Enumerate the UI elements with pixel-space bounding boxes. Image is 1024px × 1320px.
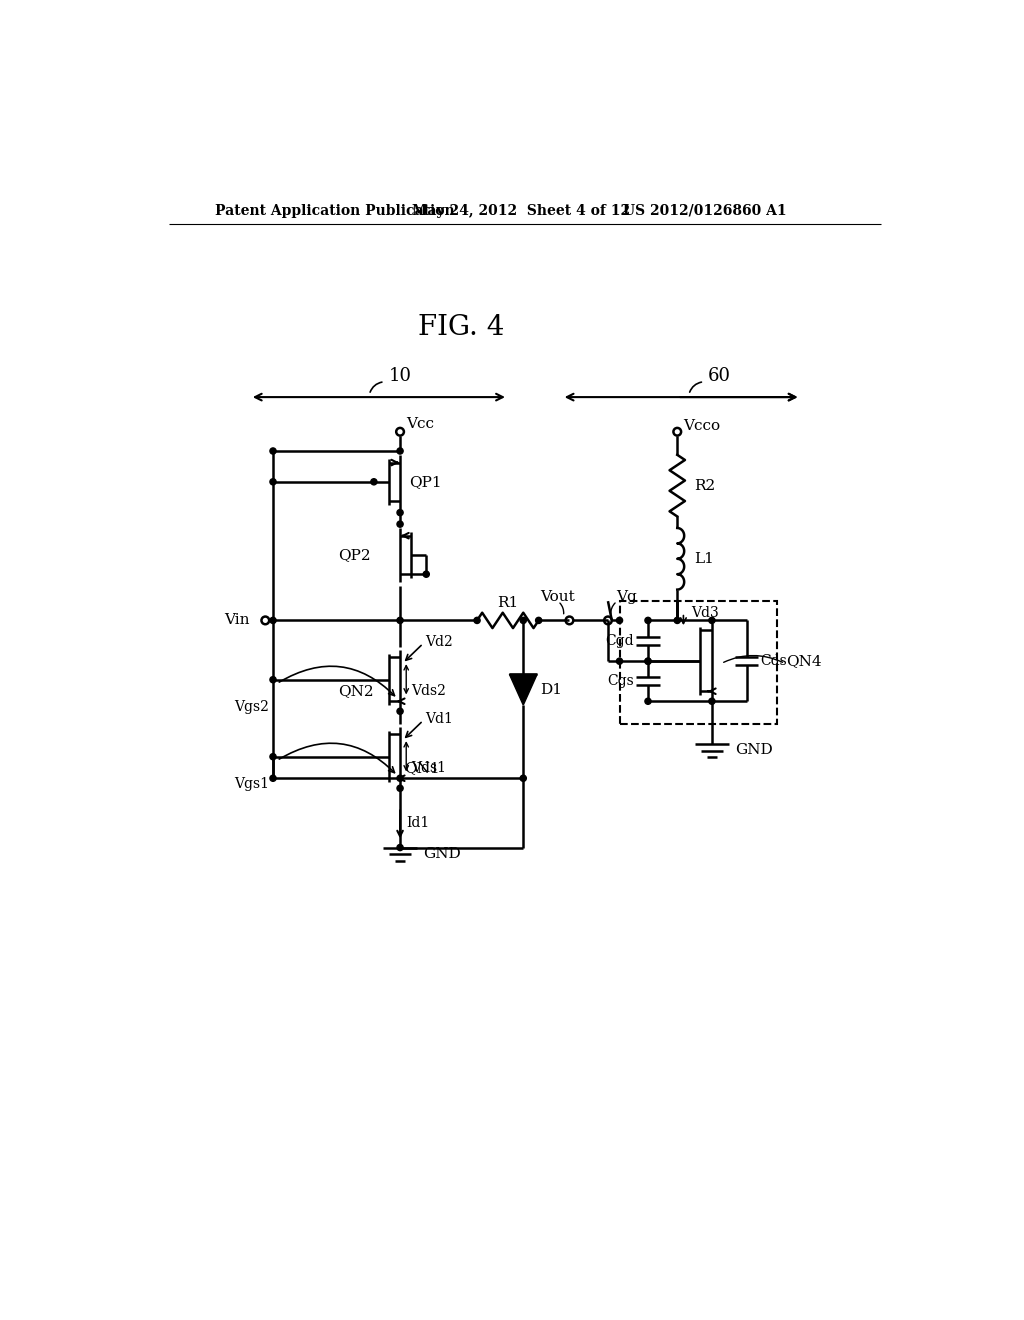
Text: QN4: QN4 bbox=[786, 655, 822, 668]
Text: L1: L1 bbox=[694, 552, 714, 566]
Text: Vin: Vin bbox=[224, 614, 250, 627]
Circle shape bbox=[616, 659, 623, 664]
Text: Cgs: Cgs bbox=[607, 675, 634, 688]
Circle shape bbox=[474, 618, 480, 623]
Text: R2: R2 bbox=[694, 479, 716, 492]
Bar bbox=[620, 601, 777, 725]
Circle shape bbox=[397, 447, 403, 454]
FancyArrowPatch shape bbox=[690, 381, 701, 392]
Circle shape bbox=[270, 754, 276, 760]
Text: Vd3: Vd3 bbox=[691, 606, 719, 619]
Circle shape bbox=[674, 618, 680, 623]
Circle shape bbox=[397, 845, 403, 850]
FancyArrowPatch shape bbox=[724, 656, 782, 663]
Circle shape bbox=[397, 775, 403, 781]
Text: QP2: QP2 bbox=[339, 548, 371, 562]
Circle shape bbox=[397, 785, 403, 792]
Circle shape bbox=[397, 521, 403, 527]
FancyArrowPatch shape bbox=[610, 603, 615, 614]
Text: D1: D1 bbox=[541, 682, 562, 697]
Circle shape bbox=[397, 510, 403, 516]
Text: FIG. 4: FIG. 4 bbox=[419, 314, 505, 342]
Text: Vout: Vout bbox=[541, 590, 575, 605]
Circle shape bbox=[270, 677, 276, 682]
FancyArrowPatch shape bbox=[370, 381, 382, 392]
Text: Vds2: Vds2 bbox=[412, 684, 446, 698]
Circle shape bbox=[397, 708, 403, 714]
Text: GND: GND bbox=[423, 846, 461, 861]
Text: Vds1: Vds1 bbox=[412, 762, 446, 775]
Circle shape bbox=[645, 659, 651, 664]
Text: QN2: QN2 bbox=[339, 684, 374, 698]
Text: Vd2: Vd2 bbox=[425, 635, 454, 649]
FancyArrowPatch shape bbox=[280, 743, 394, 772]
Text: Patent Application Publication: Patent Application Publication bbox=[215, 203, 455, 218]
Circle shape bbox=[270, 447, 276, 454]
Circle shape bbox=[520, 618, 526, 623]
Text: Id1: Id1 bbox=[407, 816, 429, 830]
Text: Vcco: Vcco bbox=[683, 418, 721, 433]
Text: US 2012/0126860 A1: US 2012/0126860 A1 bbox=[624, 203, 787, 218]
Text: Vgs1: Vgs1 bbox=[234, 777, 269, 792]
Text: Cgd: Cgd bbox=[605, 634, 634, 648]
Circle shape bbox=[709, 618, 715, 623]
Text: QN1: QN1 bbox=[403, 762, 439, 775]
Text: R1: R1 bbox=[498, 597, 518, 610]
Circle shape bbox=[270, 618, 276, 623]
Text: GND: GND bbox=[735, 743, 773, 756]
Text: Vgs2: Vgs2 bbox=[234, 701, 269, 714]
Polygon shape bbox=[509, 675, 538, 705]
Text: Vg: Vg bbox=[615, 590, 636, 605]
Text: 60: 60 bbox=[708, 367, 731, 385]
Circle shape bbox=[270, 775, 276, 781]
Circle shape bbox=[536, 618, 542, 623]
FancyArrowPatch shape bbox=[560, 603, 563, 614]
Circle shape bbox=[371, 479, 377, 484]
FancyArrowPatch shape bbox=[280, 667, 394, 696]
Circle shape bbox=[397, 618, 403, 623]
Text: May 24, 2012  Sheet 4 of 12: May 24, 2012 Sheet 4 of 12 bbox=[412, 203, 630, 218]
Circle shape bbox=[709, 698, 715, 705]
Circle shape bbox=[616, 618, 623, 623]
Circle shape bbox=[520, 775, 526, 781]
Text: 10: 10 bbox=[388, 367, 412, 385]
Circle shape bbox=[423, 572, 429, 577]
Circle shape bbox=[645, 698, 651, 705]
Text: Vd1: Vd1 bbox=[425, 711, 454, 726]
Text: QP1: QP1 bbox=[410, 475, 442, 488]
Text: Cds: Cds bbox=[761, 653, 787, 668]
Text: Vcc: Vcc bbox=[407, 417, 434, 432]
Circle shape bbox=[645, 659, 651, 664]
Circle shape bbox=[645, 618, 651, 623]
Circle shape bbox=[270, 479, 276, 484]
